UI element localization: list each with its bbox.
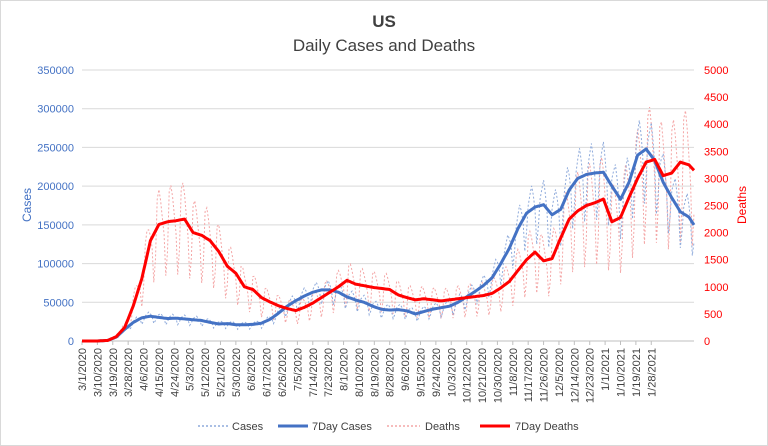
x-tick-label: 10/12/2020: [462, 348, 474, 403]
series-deaths-daily: [82, 107, 695, 342]
x-tick-label: 9/15/2020: [415, 348, 427, 397]
left-tick-label: 300000: [37, 104, 74, 116]
right-tick-label: 2500: [704, 201, 728, 213]
series-7day-deaths: [82, 157, 696, 343]
x-tick-label: 1/19/2021: [631, 348, 643, 397]
left-tick-label: 350000: [37, 65, 74, 77]
x-tick-label: 11/8/2020: [508, 348, 520, 396]
legend-deaths-label: Deaths: [425, 421, 460, 433]
legend-cases-label: Cases: [232, 421, 264, 433]
legend-7day-cases-label: 7Day Cases: [312, 421, 372, 433]
chart-title: US: [372, 12, 396, 31]
x-tick-label: 4/6/2020: [139, 348, 151, 391]
right-tick-label: 2000: [704, 228, 728, 240]
left-tick-label: 100000: [37, 259, 74, 271]
right-tick-label: 0: [704, 336, 710, 348]
x-tick-label: 10/3/2020: [446, 348, 458, 397]
x-tick-label: 1/10/2021: [615, 348, 627, 397]
x-tick-label: 3/28/2020: [123, 348, 135, 397]
x-tick-label: 12/14/2020: [569, 348, 581, 403]
x-tick-label: 9/6/2020: [400, 348, 412, 391]
x-tick-label: 3/10/2020: [92, 348, 104, 397]
x-tick-label: 1/28/2021: [646, 348, 658, 397]
x-tick-label: 3/1/2020: [77, 348, 89, 391]
x-tick-label: 11/17/2020: [523, 348, 535, 402]
x-tick-label: 12/5/2020: [554, 348, 566, 397]
legend: Cases 7Day Cases Deaths 7Day Deaths: [198, 421, 579, 433]
x-tick-label: 7/5/2020: [292, 348, 304, 391]
right-axis-ticks: 0 500 1000 1500 2000 2500 3000 3500 4000 4500 5000: [704, 65, 728, 348]
x-tick-label: 4/15/2020: [154, 348, 166, 397]
x-tick-label: 11/26/2020: [539, 348, 551, 402]
x-tick-label: 7/23/2020: [323, 348, 335, 397]
x-tick-label: 8/1/2020: [339, 348, 351, 391]
x-tick-label: 8/10/2020: [354, 348, 366, 397]
right-tick-label: 3500: [704, 146, 728, 158]
right-tick-label: 1000: [704, 282, 728, 294]
x-tick-label: 5/21/2020: [215, 348, 227, 397]
right-tick-label: 3000: [704, 173, 728, 185]
right-tick-label: 4000: [704, 119, 728, 131]
right-tick-label: 1500: [704, 255, 728, 267]
x-tick-label: 4/24/2020: [169, 348, 181, 397]
x-axis-ticks: 3/1/2020 3/10/2020 3/19/2020 3/28/2020 4/6/2…: [77, 340, 694, 403]
left-tick-label: 50000: [43, 297, 74, 309]
left-tick-label: 200000: [37, 181, 74, 193]
right-tick-label: 4500: [704, 92, 728, 104]
right-axis-title: Deaths: [735, 186, 749, 224]
x-tick-label: 8/19/2020: [369, 348, 381, 397]
x-tick-label: 8/28/2020: [385, 348, 397, 397]
x-tick-label: 3/19/2020: [108, 348, 120, 397]
x-tick-label: 6/26/2020: [277, 348, 289, 397]
right-tick-label: 5000: [704, 65, 728, 77]
x-tick-label: 10/30/2020: [492, 348, 504, 403]
x-tick-label: 6/8/2020: [246, 348, 258, 391]
series-cases-daily: [82, 120, 695, 342]
left-axis-title: Cases: [20, 188, 34, 222]
left-axis-ticks: 0 50000 100000 150000 200000 250000 300000 3500…: [37, 65, 74, 348]
series-7day-cases: [82, 147, 696, 343]
x-tick-label: 12/23/2020: [585, 348, 597, 403]
right-tick-label: 500: [704, 309, 722, 321]
left-tick-label: 0: [68, 336, 74, 348]
x-tick-label: 9/24/2020: [431, 348, 443, 397]
left-tick-label: 250000: [37, 142, 74, 154]
chart-subtitle: Daily Cases and Deaths: [293, 36, 475, 55]
x-tick-label: 5/3/2020: [185, 348, 197, 391]
x-tick-label: 5/30/2020: [231, 348, 243, 397]
legend-7day-deaths-label: 7Day Deaths: [515, 421, 579, 433]
left-tick-label: 150000: [37, 220, 74, 232]
series-layer: [82, 107, 696, 343]
x-tick-label: 7/14/2020: [308, 348, 320, 397]
x-tick-label: 6/17/2020: [262, 348, 274, 397]
x-tick-label: 5/12/2020: [200, 348, 212, 397]
x-tick-label: 10/21/2020: [477, 348, 489, 403]
x-tick-label: 1/1/2021: [600, 348, 612, 391]
